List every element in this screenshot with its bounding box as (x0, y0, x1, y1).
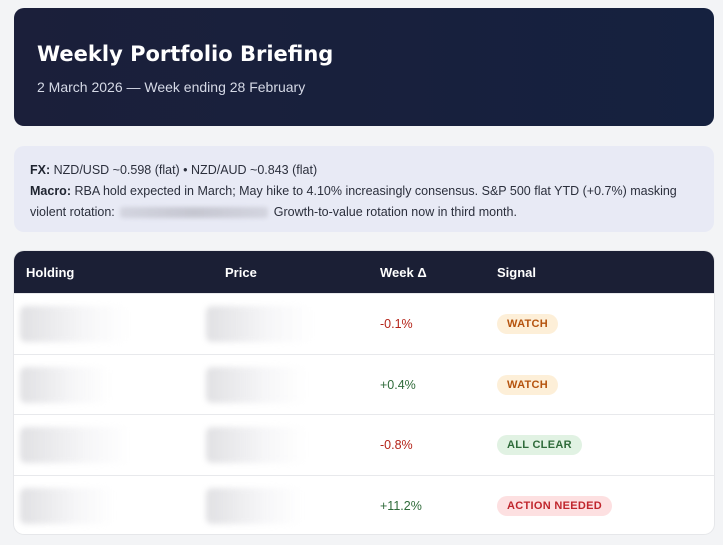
macro-text-end: Growth-to-value rotation now in third mo… (273, 205, 517, 219)
week-delta: +11.2% (380, 498, 422, 513)
column-header-holding: Holding (26, 265, 75, 280)
week-delta: -0.8% (380, 438, 413, 452)
column-header-week-delta: Week Δ (380, 265, 427, 280)
fx-line: FX: NZD/USD ~0.598 (flat) • NZD/AUD ~0.8… (30, 160, 698, 181)
signal-badge: WATCH (497, 374, 559, 395)
column-header-signal: Signal (497, 265, 537, 280)
signal-badge: ACTION NEEDED (497, 495, 612, 516)
table-header: Holding Price Week Δ Signal (14, 251, 714, 293)
signal-badge: WATCH (497, 314, 559, 334)
column-header-price: Price (225, 265, 257, 280)
market-notes: FX: NZD/USD ~0.598 (flat) • NZD/AUD ~0.8… (14, 146, 714, 232)
page-subtitle: 2 March 2026 — Week ending 28 February (37, 79, 306, 95)
macro-text: RBA hold expected in March; May hike to … (30, 184, 677, 219)
redacted-price (206, 487, 302, 524)
week-delta: +0.4% (380, 377, 416, 392)
redacted-text (120, 207, 269, 219)
page-title: Weekly Portfolio Briefing (37, 42, 334, 66)
week-delta: -0.1% (380, 317, 413, 331)
macro-line: Macro: RBA hold expected in March; May h… (30, 181, 698, 223)
macro-label: Macro: (30, 184, 71, 198)
holdings-table: Holding Price Week Δ Signal -0.1% WATCH … (14, 251, 714, 534)
fx-text: NZD/USD ~0.598 (flat) • NZD/AUD ~0.843 (… (53, 163, 318, 177)
signal-badge: ALL CLEAR (497, 435, 582, 455)
redacted-holding (20, 306, 128, 342)
table-row: +11.2% ACTION NEEDED (14, 474, 714, 535)
redacted-holding (20, 427, 132, 463)
redacted-holding (20, 487, 114, 524)
fx-label: FX: (30, 163, 51, 177)
redacted-holding (20, 366, 110, 403)
briefing-header: Weekly Portfolio Briefing 2 March 2026 —… (14, 8, 714, 126)
redacted-price (206, 427, 306, 463)
redacted-price (206, 366, 306, 403)
redacted-price (206, 306, 312, 342)
table-row: -0.1% WATCH (14, 293, 714, 354)
table-row: +0.4% WATCH (14, 353, 714, 415)
table-row: -0.8% ALL CLEAR (14, 414, 714, 475)
